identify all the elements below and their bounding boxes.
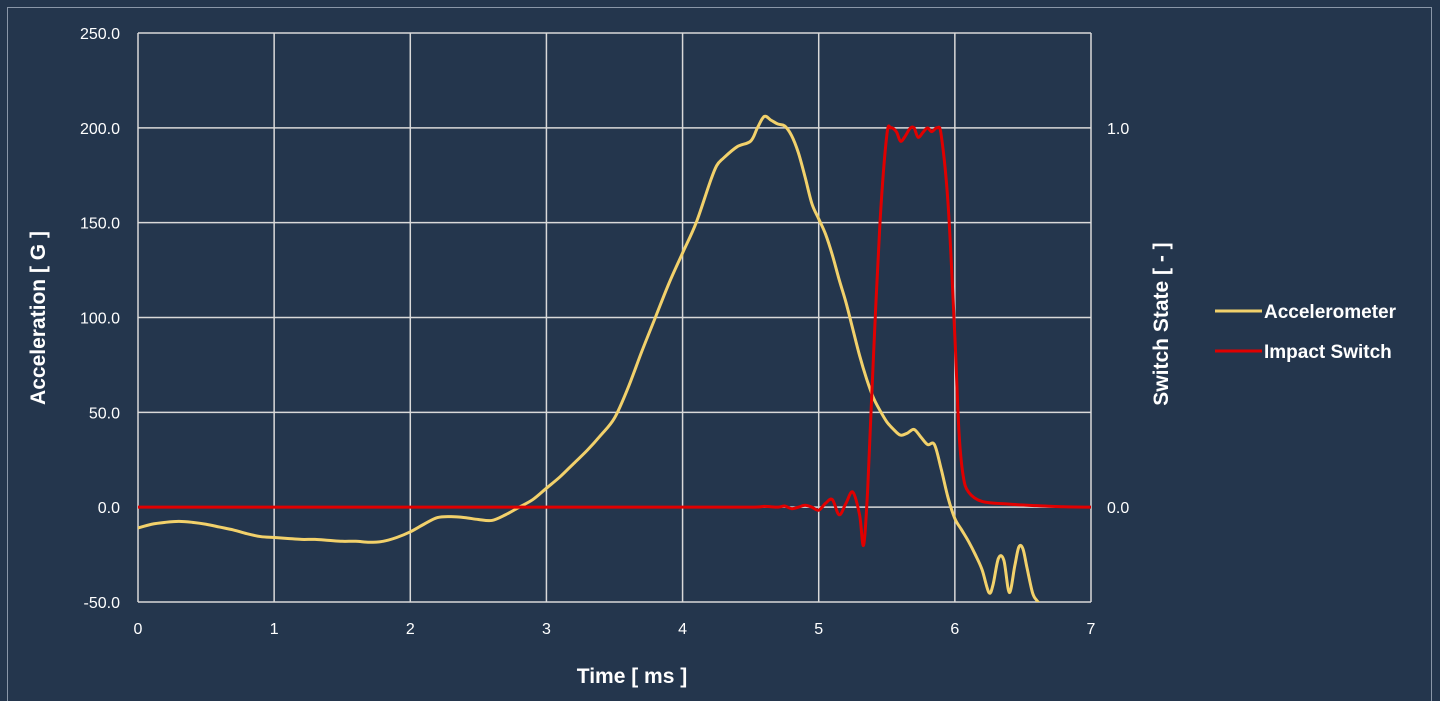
- x-tick-label: 3: [542, 621, 551, 638]
- y-tick-label: 0.0: [98, 500, 120, 517]
- y-axis-title: Acceleration [ G ]: [27, 231, 50, 405]
- x-tick-label: 1: [270, 621, 279, 638]
- legend-label-impact-switch: Impact Switch: [1264, 342, 1392, 363]
- y2-axis-title: Switch State [ - ]: [1150, 242, 1173, 405]
- grid: [137, 32, 1092, 603]
- x-tick-label: 6: [950, 621, 959, 638]
- y-tick-label: 100.0: [80, 311, 120, 328]
- series-line-impact-switch: [138, 124, 1091, 547]
- y-tick-label: 250.0: [80, 26, 120, 43]
- legend-label-accelerometer: Accelerometer: [1264, 302, 1397, 323]
- y-tick-label: 150.0: [80, 216, 120, 233]
- y-tick-label: -50.0: [84, 595, 121, 612]
- chart-frame: [7, 7, 1432, 701]
- x-tick-label: 5: [814, 621, 823, 638]
- x-tick-label: 7: [1087, 621, 1096, 638]
- x-tick-label: 0: [134, 621, 143, 638]
- y2-tick-label: 0.0: [1107, 500, 1129, 517]
- x-tick-label: 2: [406, 621, 415, 638]
- series-line-accelerometer: [138, 114, 1041, 602]
- x-tick-label: 4: [678, 621, 687, 638]
- tick-labels: -50.0 0.0 50.0 100.0 150.0 200.0 250.0 0 1 2 3 4 5 6 7…: [80, 26, 1129, 638]
- y2-tick-label: 1.0: [1107, 121, 1129, 138]
- series: [138, 114, 1091, 602]
- legend: Accelerometer Impact Switch: [1215, 302, 1397, 363]
- y-tick-label: 50.0: [89, 405, 120, 422]
- x-axis-title: Time [ ms ]: [577, 665, 687, 688]
- y-tick-label: 200.0: [80, 121, 120, 138]
